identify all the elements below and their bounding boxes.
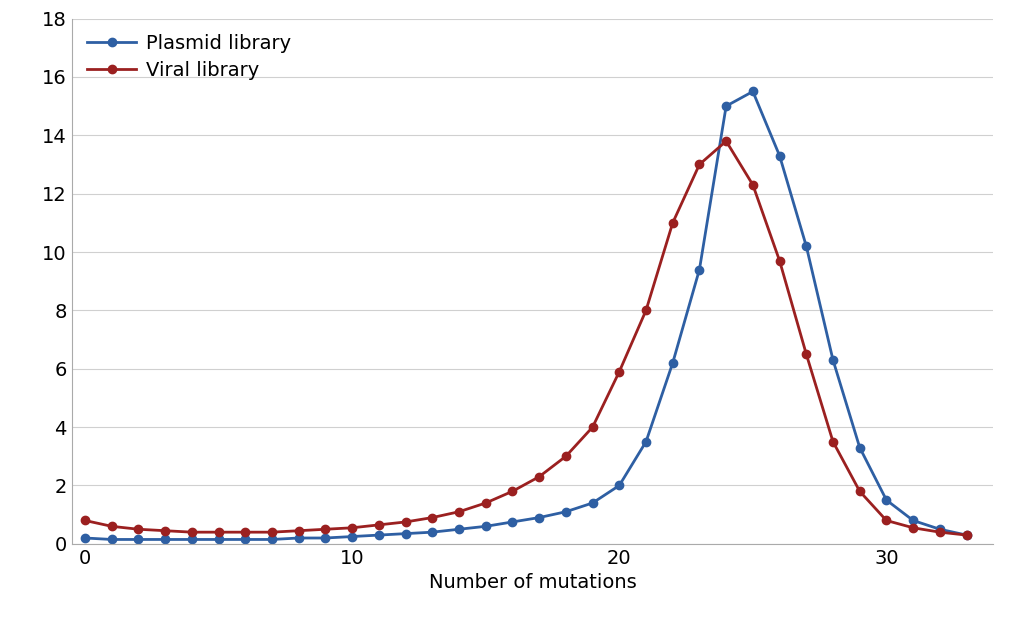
Viral library (613, 368, 626, 375)
Viral library (640, 307, 652, 314)
Plasmid library (293, 535, 305, 542)
Viral library (105, 523, 118, 530)
Plasmid library (961, 531, 973, 539)
Viral library (934, 528, 946, 536)
Plasmid library (773, 152, 785, 159)
Plasmid library (319, 535, 332, 542)
Plasmid library (720, 103, 732, 110)
Plasmid library (613, 482, 626, 489)
Plasmid library (881, 496, 893, 504)
Viral library (373, 521, 385, 528)
Viral library (693, 161, 706, 168)
Plasmid library (934, 525, 946, 533)
Plasmid library (132, 536, 144, 543)
Viral library (961, 531, 973, 539)
X-axis label: Number of mutations: Number of mutations (429, 574, 636, 592)
Plasmid library (560, 508, 572, 515)
Plasmid library (587, 499, 599, 507)
Viral library (399, 519, 412, 526)
Plasmid library (453, 525, 465, 533)
Viral library (453, 508, 465, 515)
Viral library (159, 527, 171, 535)
Viral library (560, 452, 572, 460)
Plasmid library (746, 88, 759, 95)
Plasmid library (800, 242, 812, 250)
Viral library (534, 473, 546, 480)
Viral library (800, 350, 812, 358)
Viral library (212, 528, 224, 536)
Plasmid library (640, 438, 652, 446)
Viral library (346, 524, 358, 531)
Plasmid library (506, 519, 518, 526)
Plasmid library (185, 536, 198, 543)
Plasmid library (399, 530, 412, 537)
Viral library (826, 438, 839, 446)
Plasmid library (667, 359, 679, 366)
Plasmid library (479, 523, 492, 530)
Plasmid library (212, 536, 224, 543)
Line: Plasmid library: Plasmid library (81, 87, 971, 544)
Plasmid library (826, 356, 839, 363)
Viral library (319, 525, 332, 533)
Viral library (720, 137, 732, 145)
Viral library (185, 528, 198, 536)
Viral library (479, 499, 492, 507)
Plasmid library (373, 531, 385, 539)
Viral library (132, 525, 144, 533)
Viral library (773, 257, 785, 265)
Plasmid library (266, 536, 279, 543)
Line: Viral library: Viral library (81, 137, 971, 540)
Plasmid library (240, 536, 252, 543)
Plasmid library (159, 536, 171, 543)
Legend: Plasmid library, Viral library: Plasmid library, Viral library (81, 28, 297, 86)
Viral library (854, 488, 866, 495)
Plasmid library (907, 517, 920, 524)
Viral library (587, 423, 599, 431)
Viral library (907, 524, 920, 531)
Viral library (79, 517, 91, 524)
Viral library (667, 219, 679, 227)
Plasmid library (534, 514, 546, 522)
Viral library (881, 517, 893, 524)
Plasmid library (346, 533, 358, 540)
Plasmid library (426, 528, 438, 536)
Viral library (506, 488, 518, 495)
Viral library (293, 527, 305, 535)
Plasmid library (854, 444, 866, 451)
Viral library (266, 528, 279, 536)
Plasmid library (79, 535, 91, 542)
Plasmid library (693, 266, 706, 273)
Viral library (746, 181, 759, 188)
Viral library (240, 528, 252, 536)
Viral library (426, 514, 438, 522)
Plasmid library (105, 536, 118, 543)
